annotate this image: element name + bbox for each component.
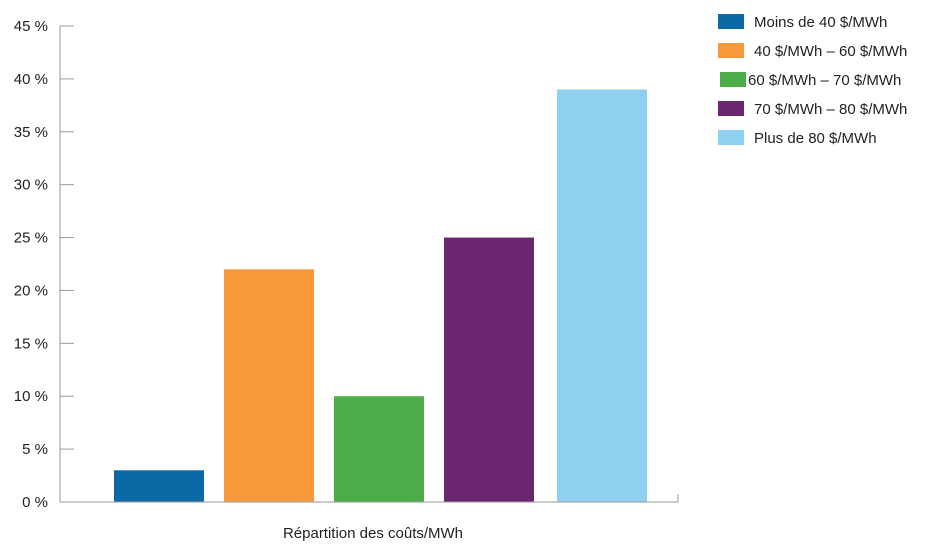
plot-area [114,89,647,503]
y-tick-label: 25 % [14,230,48,247]
y-tick-label: 20 % [14,282,48,299]
legend-label: Plus de 80 $/MWh [754,130,877,147]
y-tick-label: 40 % [14,71,48,88]
legend-label: 40 $/MWh – 60 $/MWh [754,43,907,60]
legend-label: 70 $/MWh – 80 $/MWh [754,101,907,118]
y-tick-label: 15 % [14,335,48,352]
x-axis-title: Répartition des coûts/MWh [283,525,463,542]
axes: 0 % 5 % 10 % 15 % 20 % 25 % 30 % 35 % 40 % 45 % [14,18,679,511]
bar-5 [557,89,647,502]
y-tick-label: 30 % [14,177,48,194]
legend-swatch [718,43,744,58]
legend-label: 60 $/MWh – 70 $/MWh [748,72,901,89]
y-tick-label: 0 % [22,494,48,511]
bar-3 [334,396,424,502]
legend-swatch [718,14,744,29]
legend: Moins de 40 $/MWh 40 $/MWh – 60 $/MWh 60 $… [718,14,907,147]
bar-4 [444,237,534,503]
legend-swatch [718,130,744,145]
legend-swatch [720,72,746,87]
y-tick-label: 5 % [22,441,48,458]
legend-swatch [718,101,744,116]
y-tick-label: 35 % [14,124,48,141]
y-tick-label: 10 % [14,388,48,405]
legend-label: Moins de 40 $/MWh [754,14,887,31]
y-tick-label: 45 % [14,18,48,35]
bar-2 [224,269,314,502]
bar-1 [114,470,204,502]
